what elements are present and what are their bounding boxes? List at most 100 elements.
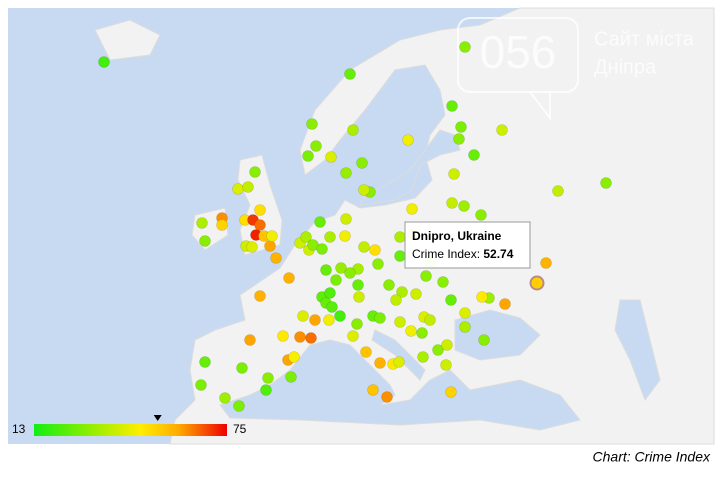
point[interactable] — [372, 258, 384, 270]
point[interactable] — [416, 327, 428, 339]
point[interactable] — [458, 200, 470, 212]
point[interactable] — [394, 231, 406, 243]
point[interactable] — [262, 372, 274, 384]
point[interactable] — [367, 384, 379, 396]
point[interactable] — [360, 346, 372, 358]
point[interactable] — [306, 118, 318, 130]
point[interactable] — [325, 151, 337, 163]
point[interactable] — [475, 209, 487, 221]
point[interactable] — [330, 274, 342, 286]
point[interactable] — [310, 140, 322, 152]
point[interactable] — [324, 287, 336, 299]
point[interactable] — [347, 330, 359, 342]
point[interactable] — [393, 356, 405, 368]
point[interactable] — [459, 307, 471, 319]
point[interactable] — [390, 294, 402, 306]
point[interactable] — [402, 134, 414, 146]
point[interactable] — [496, 124, 508, 136]
point[interactable] — [381, 391, 393, 403]
point[interactable] — [405, 325, 417, 337]
point[interactable] — [335, 262, 347, 274]
point[interactable] — [600, 177, 612, 189]
point[interactable] — [233, 400, 245, 412]
point[interactable] — [476, 291, 488, 303]
point[interactable] — [277, 330, 289, 342]
point[interactable] — [244, 334, 256, 346]
point[interactable] — [288, 351, 300, 363]
point[interactable] — [254, 219, 266, 231]
point[interactable] — [352, 279, 364, 291]
point[interactable] — [448, 168, 460, 180]
point[interactable] — [316, 243, 328, 255]
point[interactable] — [445, 386, 457, 398]
point[interactable] — [216, 219, 228, 231]
point[interactable] — [374, 357, 386, 369]
point[interactable] — [347, 124, 359, 136]
point[interactable] — [254, 290, 266, 302]
point[interactable] — [260, 384, 272, 396]
point[interactable] — [305, 332, 317, 344]
point[interactable] — [199, 356, 211, 368]
point[interactable] — [326, 301, 338, 313]
point[interactable] — [394, 316, 406, 328]
point[interactable] — [344, 267, 356, 279]
point[interactable] — [369, 244, 381, 256]
point[interactable] — [540, 257, 552, 269]
point[interactable] — [499, 298, 511, 310]
point[interactable] — [374, 312, 386, 324]
point[interactable] — [459, 41, 471, 53]
point[interactable] — [264, 240, 276, 252]
point[interactable] — [199, 235, 211, 247]
point[interactable] — [300, 231, 312, 243]
point[interactable] — [351, 318, 363, 330]
point[interactable] — [196, 217, 208, 229]
point[interactable] — [406, 203, 418, 215]
point[interactable] — [437, 276, 449, 288]
point[interactable] — [266, 230, 278, 242]
point[interactable] — [340, 213, 352, 225]
point[interactable] — [446, 100, 458, 112]
point[interactable] — [432, 344, 444, 356]
point[interactable] — [455, 121, 467, 133]
point[interactable] — [358, 184, 370, 196]
point[interactable] — [249, 166, 261, 178]
point[interactable] — [358, 241, 370, 253]
point[interactable] — [478, 334, 490, 346]
point[interactable] — [254, 204, 266, 216]
point[interactable] — [236, 362, 248, 374]
point[interactable] — [334, 310, 346, 322]
point[interactable] — [468, 149, 480, 161]
point[interactable] — [420, 270, 432, 282]
point[interactable] — [339, 230, 351, 242]
point[interactable] — [294, 331, 306, 343]
point[interactable] — [323, 314, 335, 326]
point[interactable] — [314, 216, 326, 228]
point[interactable] — [270, 252, 282, 264]
point[interactable] — [417, 351, 429, 363]
point[interactable] — [246, 241, 258, 253]
point[interactable] — [459, 321, 471, 333]
point[interactable] — [440, 359, 452, 371]
point[interactable] — [396, 286, 408, 298]
point[interactable] — [283, 272, 295, 284]
point[interactable] — [320, 264, 332, 276]
point[interactable] — [383, 279, 395, 291]
point[interactable] — [219, 392, 231, 404]
point[interactable] — [297, 310, 309, 322]
point[interactable] — [232, 183, 244, 195]
point[interactable] — [242, 181, 254, 193]
point[interactable] — [344, 68, 356, 80]
point[interactable] — [195, 379, 207, 391]
point[interactable] — [552, 185, 564, 197]
point[interactable] — [302, 150, 314, 162]
point[interactable] — [98, 56, 110, 68]
point[interactable] — [285, 371, 297, 383]
point[interactable] — [453, 133, 465, 145]
point[interactable] — [309, 314, 321, 326]
point[interactable] — [394, 250, 406, 262]
point[interactable] — [445, 294, 457, 306]
point[interactable] — [356, 157, 368, 169]
point[interactable] — [446, 197, 458, 209]
point[interactable] — [529, 275, 545, 291]
point[interactable] — [324, 231, 336, 243]
